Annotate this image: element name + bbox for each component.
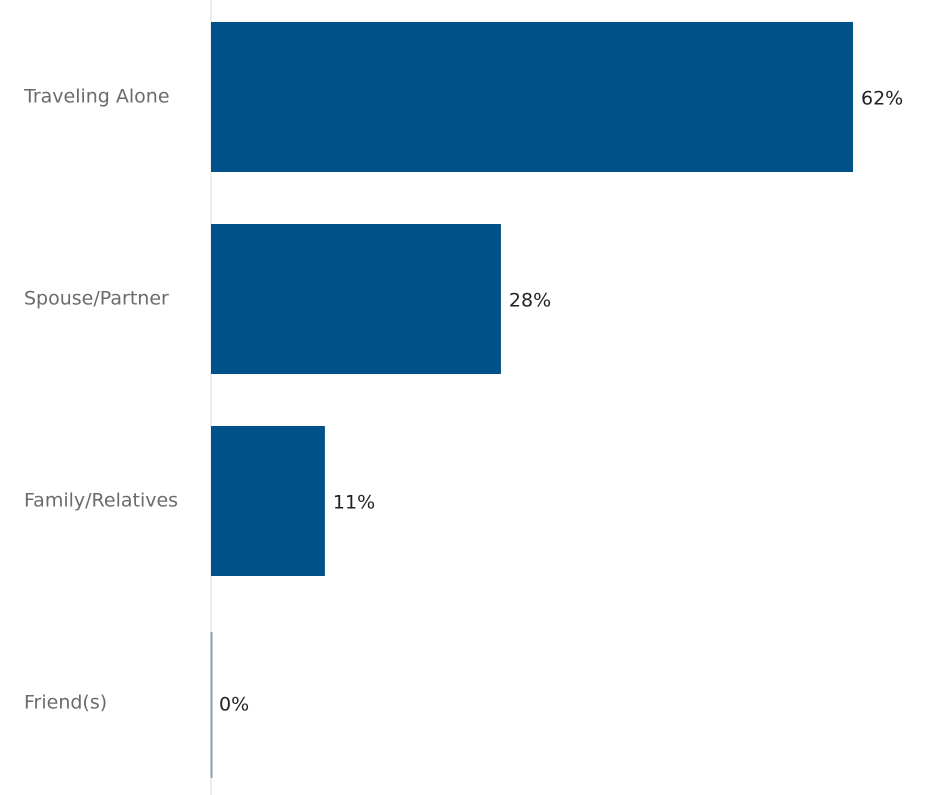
bars-layer: [210, 22, 853, 778]
category-label-0: Traveling Alone: [23, 86, 170, 108]
category-label-2: Family/Relatives: [24, 490, 178, 512]
labels-layer: Traveling Alone 62% Spouse/Partner 28% Famil…: [23, 86, 903, 716]
value-label-1: 28%: [509, 290, 551, 312]
bar-2: [211, 426, 325, 576]
value-label-3: 0%: [219, 694, 249, 716]
category-label-3: Friend(s): [24, 692, 107, 714]
bar-1: [211, 224, 501, 374]
category-label-1: Spouse/Partner: [24, 288, 169, 310]
bar-0: [211, 22, 853, 172]
value-label-2: 11%: [333, 492, 375, 514]
value-label-0: 62%: [861, 88, 903, 110]
